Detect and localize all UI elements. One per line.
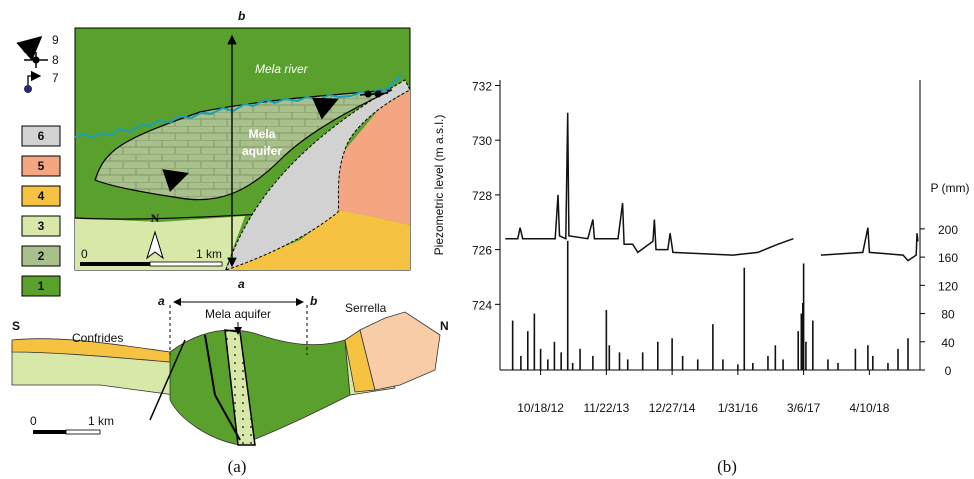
south-label: S [12,319,20,333]
precipitation-bar [827,359,829,370]
section-end: b [310,294,317,308]
precipitation-bar [722,359,724,370]
precipitation-bar [767,355,769,370]
precipitation-bar [802,263,805,370]
precipitation-bar [712,324,714,370]
section-end: b [238,9,245,23]
x-tick-label: 10/18/12 [517,401,564,415]
precipitation-bar [812,320,814,370]
precipitation-bar [571,362,574,370]
caption: (a) [228,457,247,476]
precipitation-bar [511,320,514,370]
y-tick-label: 730 [472,134,492,148]
precipitation-bar [801,302,804,370]
aquifer-label: aquifer [242,144,282,158]
y2-tick-label: 0 [945,364,952,378]
precipitation-bar [626,359,629,370]
precipitation-bar [696,359,699,370]
north-label: N [151,211,160,225]
north-label: N [440,319,449,333]
x-tick-label: 4/10/18 [849,401,889,415]
precipitation-bar [752,362,754,370]
precipitation-bar [553,341,556,370]
precipitation-bar [520,355,522,370]
precipitation-bar [907,338,909,370]
scale-label: 1 km [88,414,114,428]
aquifer-label: Mela [249,127,276,141]
precipitation-bar [592,355,594,370]
precipitation-bar [887,362,889,370]
legend-label: 2 [38,249,45,263]
y-axis-label: Piezometric level (m a.s.l.) [432,115,446,256]
legend-label: 8 [52,53,59,67]
precipitation-bar [872,355,874,370]
y-tick-label: 728 [472,189,492,203]
piezometric-line [505,112,919,262]
y2-axis-label: P (mm) [930,181,969,195]
precipitation-bar [641,352,644,370]
precipitation-bar [579,348,581,370]
precipitation-bar [526,331,529,370]
map: Mela river Mela aquifer b a N 0 1 km [74,9,411,291]
precipitation-bar [774,345,777,370]
flow-symbol [16,36,43,61]
y-tick-label: 726 [472,244,492,258]
place-label: Confrides [72,331,123,345]
legend-label: 6 [38,129,45,143]
precipitation-bar [897,348,899,370]
legend: 9 8 7 6 5 4 3 2 1 [16,33,61,297]
y2-tick-label: 200 [938,223,958,237]
caption: (b) [717,457,737,476]
place-label: Serrella [345,301,387,315]
precipitation-bar [782,359,784,370]
scale-label: 1 km [196,247,222,261]
x-tick-label: 11/22/13 [583,401,629,415]
precipitation-bar [743,267,746,370]
legend-label: 4 [38,189,45,203]
aquifer-label: Mela aquifer [205,307,271,321]
precipitation-bar [737,364,739,370]
legend-label: 9 [52,33,59,47]
legend-label: 5 [38,159,45,173]
precipitation-bar [657,341,659,370]
y2-tick-label: 160 [938,251,958,265]
precipitation-bar [547,359,549,370]
precipitation-bar [854,348,857,370]
x-tick-label: 1/31/16 [718,401,758,415]
precipitation-bar [618,352,621,370]
chart: 724 726 728 730 732 0 40 80 120 160 200 10/18/12 11/… [432,79,970,415]
y-tick-label: 724 [472,298,492,312]
precipitation-bar [560,352,562,370]
legend-label: 3 [38,219,45,233]
legend-label: 7 [52,71,59,85]
precipitation-bar [837,362,839,370]
precipitation-bar [608,345,611,370]
x-tick-label: 3/6/17 [787,401,821,415]
x-tick-label: 12/27/14 [649,401,696,415]
precipitation-bar [805,341,807,370]
y2-tick-label: 120 [938,279,958,293]
spring-symbol [27,70,42,88]
precipitation-bar [867,345,869,370]
legend-label: 1 [38,279,45,293]
section-start: a [238,277,245,291]
river-label: Mela river [255,62,309,76]
scale-label: 0 [30,414,37,428]
precipitation-bar [681,355,684,370]
precipitation-bar [671,338,673,370]
precipitation-bar [800,313,803,370]
precipitation-bar [533,313,536,370]
y-tick-label: 732 [472,79,492,93]
precipitation-bar [539,348,542,370]
precipitation-bar [605,310,608,370]
precipitation-bar [566,240,569,370]
cross-section: a b Mela aquifer Serrella Confrides S N … [11,294,449,446]
y2-tick-label: 40 [941,336,955,350]
precipitation-bar [797,331,799,370]
y2-tick-label: 80 [941,308,955,322]
scale-label: 0 [81,247,88,261]
section-start: a [158,294,165,308]
